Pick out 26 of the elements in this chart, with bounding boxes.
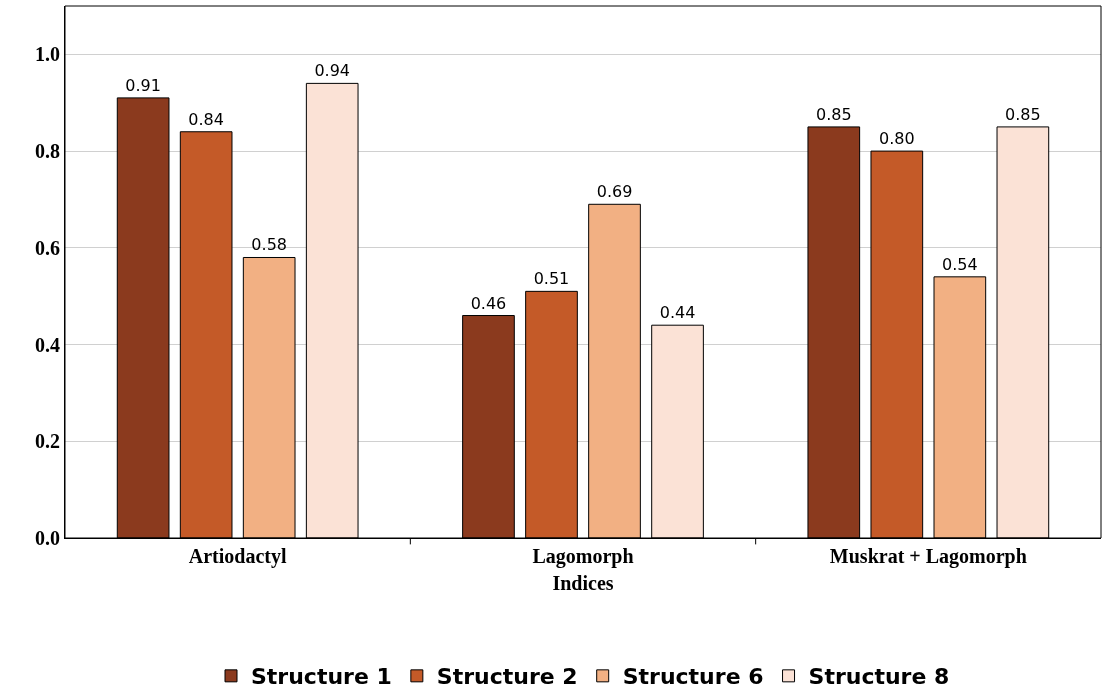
data-label: 0.80 <box>879 129 915 149</box>
x-tick-label: Artiodactyl <box>188 545 287 568</box>
data-label: 0.54 <box>942 254 978 274</box>
y-tick-label: 0.8 <box>35 140 60 163</box>
x-tick-label: Muskrat + Lagomorph <box>829 545 1027 568</box>
legend-label: Structure 2 <box>436 664 578 690</box>
data-label: 0.46 <box>470 293 507 313</box>
data-label: 0.69 <box>596 182 633 202</box>
legend-label: Structure 6 <box>622 664 764 690</box>
y-tick-label: 1.0 <box>35 43 60 66</box>
legend-label: Structure 1 <box>251 664 392 690</box>
legend-label: Structure 8 <box>808 664 950 690</box>
y-tick-label: 0.4 <box>35 333 60 356</box>
data-label: 0.84 <box>188 109 224 129</box>
data-label: 0.85 <box>1005 104 1041 124</box>
data-label: 0.94 <box>314 61 351 81</box>
y-tick-label: 0.0 <box>35 527 60 549</box>
y-tick-label: 0.2 <box>35 430 60 453</box>
data-label: 0.44 <box>659 303 696 323</box>
data-label: 0.58 <box>251 235 287 255</box>
x-axis-title: Indices <box>552 571 614 594</box>
data-label: 0.51 <box>533 269 570 289</box>
data-label: 0.85 <box>815 104 852 124</box>
x-tick-label: Lagomorph <box>532 545 634 568</box>
y-tick-label: 0.6 <box>35 236 60 259</box>
data-label: 0.91 <box>125 75 161 95</box>
